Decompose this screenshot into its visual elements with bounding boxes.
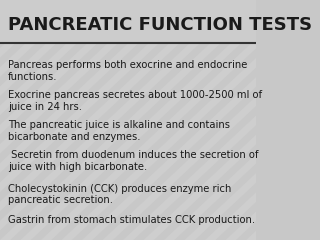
Text: Gastrin from stomach stimulates CCK production.: Gastrin from stomach stimulates CCK prod… [8,215,255,225]
Text: Exocrine pancreas secretes about 1000-2500 ml of
juice in 24 hrs.: Exocrine pancreas secretes about 1000-25… [8,90,262,112]
Text: Secretin from duodenum induces the secretion of
juice with high bicarbonate.: Secretin from duodenum induces the secre… [8,150,258,172]
Text: PANCREATIC FUNCTION TESTS: PANCREATIC FUNCTION TESTS [8,16,312,34]
FancyBboxPatch shape [0,0,256,43]
Text: Cholecystokinin (CCK) produces enzyme rich
pancreatic secretion.: Cholecystokinin (CCK) produces enzyme ri… [8,184,231,205]
Text: The pancreatic juice is alkaline and contains
bicarbonate and enzymes.: The pancreatic juice is alkaline and con… [8,120,230,142]
Text: Pancreas performs both exocrine and endocrine
functions.: Pancreas performs both exocrine and endo… [8,60,247,82]
